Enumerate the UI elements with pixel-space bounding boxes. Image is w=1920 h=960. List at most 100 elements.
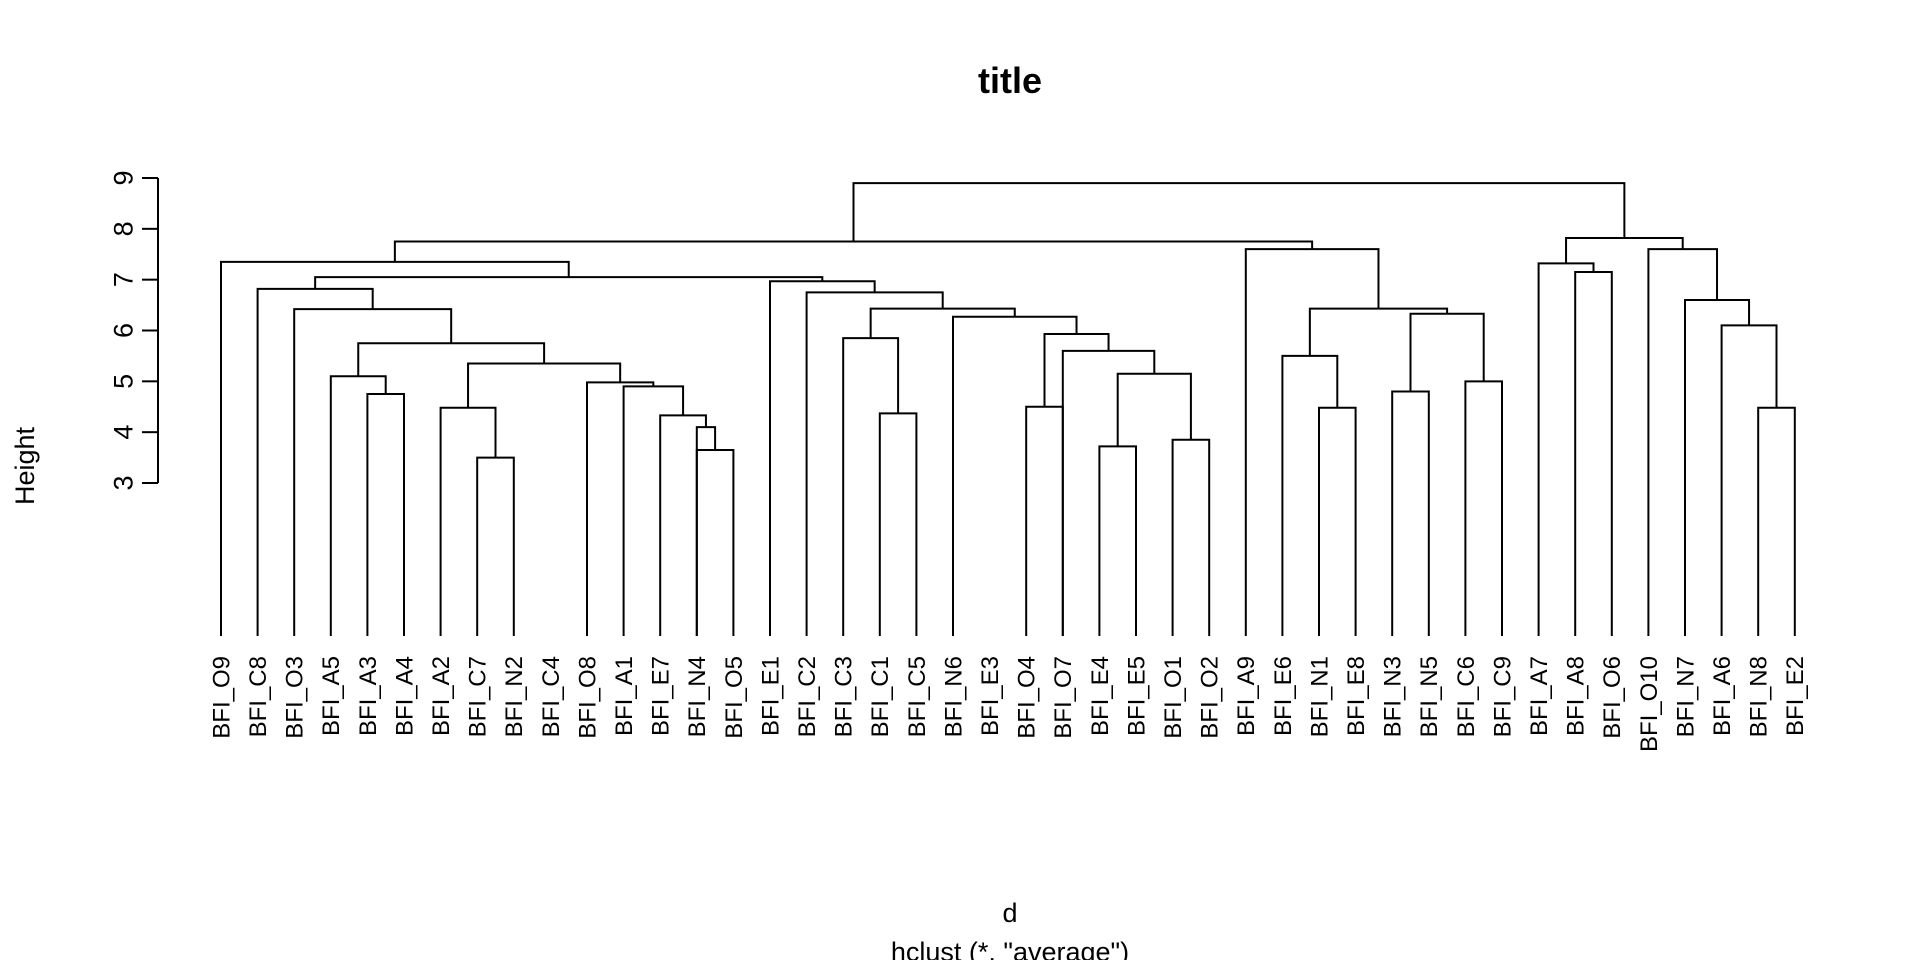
y-tick-label: 8: [108, 221, 138, 236]
dendrogram-branch: [1116, 372, 1192, 447]
leaf-label: BFI_N3: [1380, 656, 1407, 737]
chart-title: title: [978, 60, 1042, 101]
leaf-label: BFI_E2: [1782, 656, 1809, 736]
dendrogram-branch: [329, 375, 387, 636]
leaf-label: BFI_O4: [1014, 656, 1041, 739]
y-tick-label: 7: [108, 272, 138, 287]
leaf-label: BFI_E7: [648, 656, 675, 736]
leaf-label: BFI_O10: [1636, 656, 1663, 752]
dendrogram-branch: [1391, 390, 1430, 636]
leaf-label: BFI_O1: [1160, 656, 1187, 739]
leaf-label: BFI_O5: [721, 656, 748, 739]
leaf-label: BFI_A8: [1563, 656, 1590, 736]
dendrogram-branch: [622, 385, 685, 636]
dendrogram-branch: [1025, 405, 1064, 636]
dendrogram-branch: [695, 448, 735, 636]
leaf-label: BFI_O6: [1599, 656, 1626, 739]
leaf-label: BFI_N2: [501, 656, 528, 737]
y-axis: 3 4 5 6 7 8 9: [108, 170, 159, 491]
dendrogram-branch: [467, 362, 622, 408]
dendrogram-branch: [1565, 236, 1684, 264]
dendrogram-tree: [220, 182, 1796, 636]
dendrogram-branch: [1244, 248, 1380, 636]
leaf-label: BFI_O2: [1197, 656, 1224, 739]
leaf-label: BFI_N6: [940, 656, 967, 737]
dendrogram-branch: [439, 406, 497, 636]
leaf-label: BFI_N1: [1306, 656, 1333, 737]
leaf-label: BFI_C6: [1453, 656, 1480, 737]
y-axis-label: Height: [10, 426, 40, 505]
y-tick-label: 6: [108, 323, 138, 338]
dendrogram-branch: [1720, 324, 1778, 636]
leaf-label: BFI_A1: [611, 656, 638, 736]
y-tick-label: 5: [108, 374, 138, 389]
leaf-label: BFI_A3: [355, 656, 382, 736]
dendrogram-branch: [1318, 406, 1357, 636]
dendrogram-branch: [1098, 445, 1137, 636]
leaf-label: BFI_N4: [684, 656, 711, 737]
leaf-label: BFI_C3: [831, 656, 858, 737]
y-tick-label: 3: [108, 475, 138, 490]
leaf-label: BFI_C9: [1489, 656, 1516, 737]
dendrogram-branch: [256, 287, 374, 636]
leaf-label: BFI_A7: [1526, 656, 1553, 736]
dendrogram-branch: [1409, 312, 1485, 392]
leaf-label: BFI_E8: [1343, 656, 1370, 736]
dendrogram-branch: [1464, 380, 1503, 636]
leaf-label: BFI_N5: [1416, 656, 1443, 737]
leaf-label: BFI_O3: [282, 656, 309, 739]
dendrogram-branch: [366, 393, 405, 636]
dendrogram-branch: [952, 315, 1078, 636]
dendrogram-branch: [869, 307, 1016, 339]
leaf-label: BFI_C5: [904, 656, 931, 737]
subtitle: hclust (*, "average"): [891, 937, 1129, 960]
leaf-label: BFI_N7: [1672, 656, 1699, 737]
dendrogram-branch: [805, 291, 944, 636]
dendrogram-branch: [1171, 438, 1211, 636]
dendrogram-branch: [476, 456, 515, 636]
dendrogram-branch: [1061, 349, 1156, 636]
leaf-label: BFI_E4: [1087, 656, 1114, 736]
dendrogram-branch: [357, 342, 546, 377]
leaf-label: BFI_A5: [318, 656, 345, 736]
dendrogram-branch: [695, 426, 717, 636]
leaf-label: BFI_A9: [1233, 656, 1260, 736]
leaf-label: BFI_O8: [574, 656, 601, 739]
leaf-label: BFI_A6: [1709, 656, 1736, 736]
leaf-label: BFI_O7: [1050, 656, 1077, 739]
leaf-label: BFI_A2: [428, 656, 455, 736]
dendrogram-branch: [1537, 262, 1595, 636]
leaf-label: BFI_E3: [977, 656, 1004, 736]
leaf-label: BFI_C4: [538, 656, 565, 737]
dendrogram-branch: [1684, 299, 1751, 636]
dendrogram-branch: [1043, 333, 1110, 407]
leaf-label: BFI_E5: [1123, 656, 1150, 736]
dendrogram-branch: [314, 276, 824, 289]
leaf-label: BFI_O9: [208, 656, 235, 739]
dendrogram-branch: [1281, 354, 1339, 636]
dendrogram-branch: [878, 412, 918, 636]
dendrogram-branch: [842, 337, 900, 636]
leaf-label: BFI_N8: [1746, 656, 1773, 737]
leaf-label: BFI_A4: [391, 656, 418, 736]
leaf-label: BFI_C2: [794, 656, 821, 737]
y-tick-label: 9: [108, 170, 138, 185]
leaf-label: BFI_E6: [1270, 656, 1297, 736]
dendrogram-branch: [1647, 248, 1719, 636]
dendrogram-branch: [769, 280, 876, 636]
y-tick-label: 4: [108, 425, 138, 440]
dendrogram-branch: [293, 308, 453, 636]
x-axis-label: d: [1002, 898, 1017, 928]
dendrogram-branch: [220, 260, 570, 636]
dendrogram-branch: [852, 182, 1626, 242]
leaf-label: BFI_C1: [867, 656, 894, 737]
dendrogram-branch: [1574, 271, 1613, 636]
leaf-label: BFI_C8: [245, 656, 272, 737]
dendrogram-branch: [586, 381, 655, 636]
dendrogram-branch: [659, 414, 707, 636]
dendrogram-branch: [393, 240, 1314, 262]
leaf-label: BFI_E1: [757, 656, 784, 736]
dendrogram-branch: [1308, 307, 1449, 356]
leaf-label: BFI_C7: [465, 656, 492, 737]
